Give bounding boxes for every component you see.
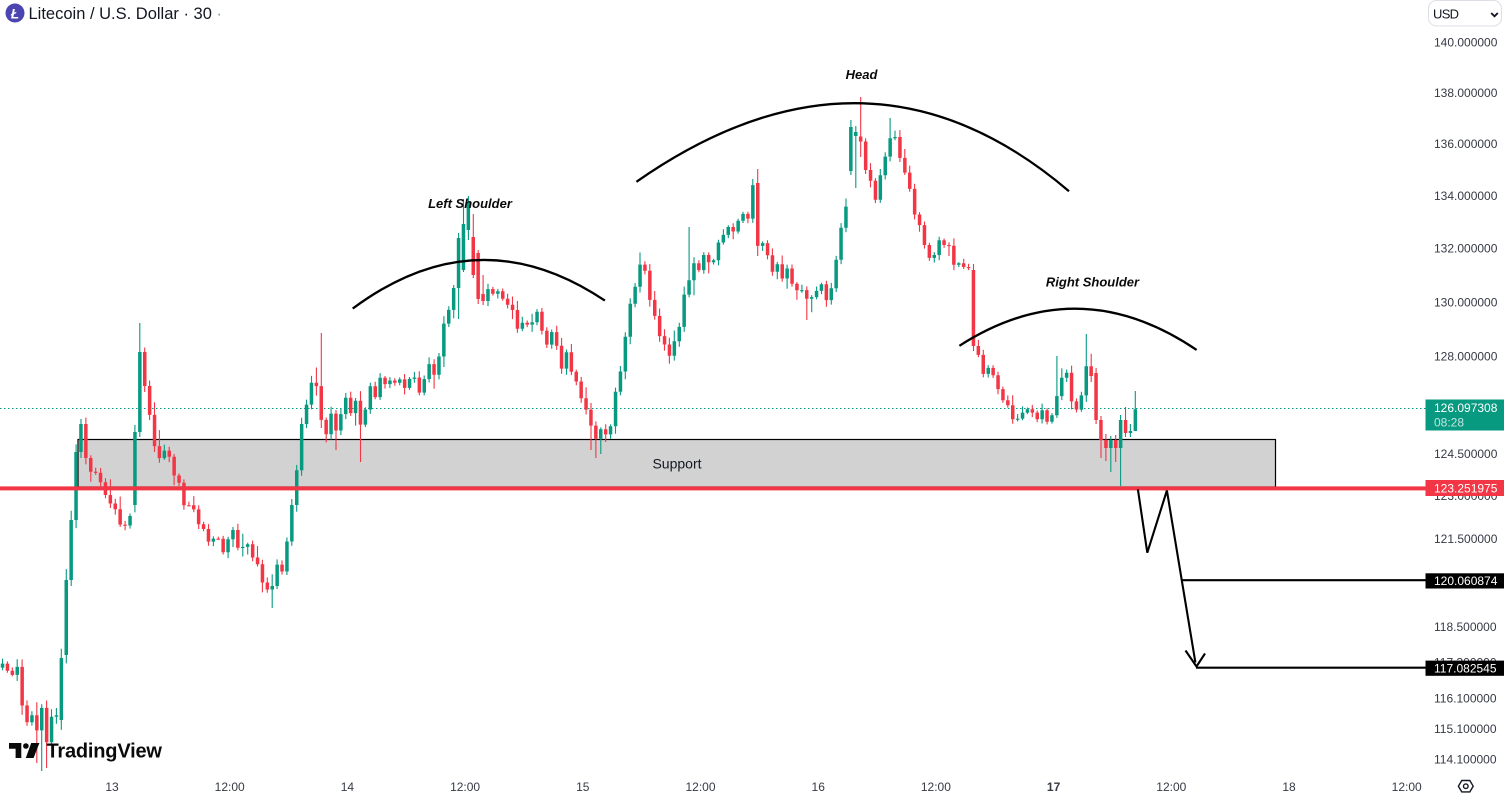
svg-text:14: 14 <box>341 780 355 794</box>
svg-text:12:00: 12:00 <box>1156 780 1186 794</box>
svg-text:118.500000: 118.500000 <box>1434 620 1497 634</box>
svg-text:124.500000: 124.500000 <box>1434 447 1498 461</box>
svg-text:134.000000: 134.000000 <box>1434 189 1498 203</box>
svg-text:136.000000: 136.000000 <box>1434 137 1498 151</box>
svg-text:138.000000: 138.000000 <box>1434 86 1498 100</box>
svg-text:12:00: 12:00 <box>1392 780 1422 794</box>
svg-text:12:00: 12:00 <box>921 780 951 794</box>
svg-text:TradingView: TradingView <box>47 741 163 763</box>
svg-text:17: 17 <box>1047 780 1061 794</box>
svg-text:16: 16 <box>812 780 826 794</box>
svg-text:128.000000: 128.000000 <box>1434 350 1498 364</box>
svg-text:Support: Support <box>652 456 701 472</box>
svg-text:12:00: 12:00 <box>450 780 480 794</box>
svg-text:126.097308: 126.097308 <box>1434 401 1498 415</box>
svg-text:120.060874: 120.060874 <box>1434 574 1498 588</box>
svg-text:13: 13 <box>105 780 119 794</box>
svg-text:Litecoin / U.S. Dollar · 30 ·: Litecoin / U.S. Dollar · 30 · <box>29 5 223 23</box>
svg-text:115.100000: 115.100000 <box>1434 722 1497 736</box>
svg-text:123.251975: 123.251975 <box>1434 481 1498 495</box>
svg-text:12:00: 12:00 <box>215 780 245 794</box>
svg-text:117.082545: 117.082545 <box>1434 661 1497 675</box>
svg-text:116.100000: 116.100000 <box>1434 692 1497 706</box>
svg-text:08:28: 08:28 <box>1434 416 1464 430</box>
svg-text:130.000000: 130.000000 <box>1434 295 1498 309</box>
svg-text:Left Shoulder: Left Shoulder <box>428 196 513 211</box>
svg-text:114.100000: 114.100000 <box>1434 753 1497 767</box>
svg-text:15: 15 <box>576 780 590 794</box>
svg-text:12:00: 12:00 <box>685 780 715 794</box>
svg-text:Right Shoulder: Right Shoulder <box>1046 275 1140 290</box>
svg-text:121.500000: 121.500000 <box>1434 532 1498 546</box>
svg-text:USD: USD <box>1433 6 1459 21</box>
svg-text:140.000000: 140.000000 <box>1434 36 1498 50</box>
svg-text:132.000000: 132.000000 <box>1434 242 1498 256</box>
svg-text:Ł: Ł <box>10 6 19 21</box>
svg-text:18: 18 <box>1282 780 1296 794</box>
svg-text:Head: Head <box>846 67 879 82</box>
